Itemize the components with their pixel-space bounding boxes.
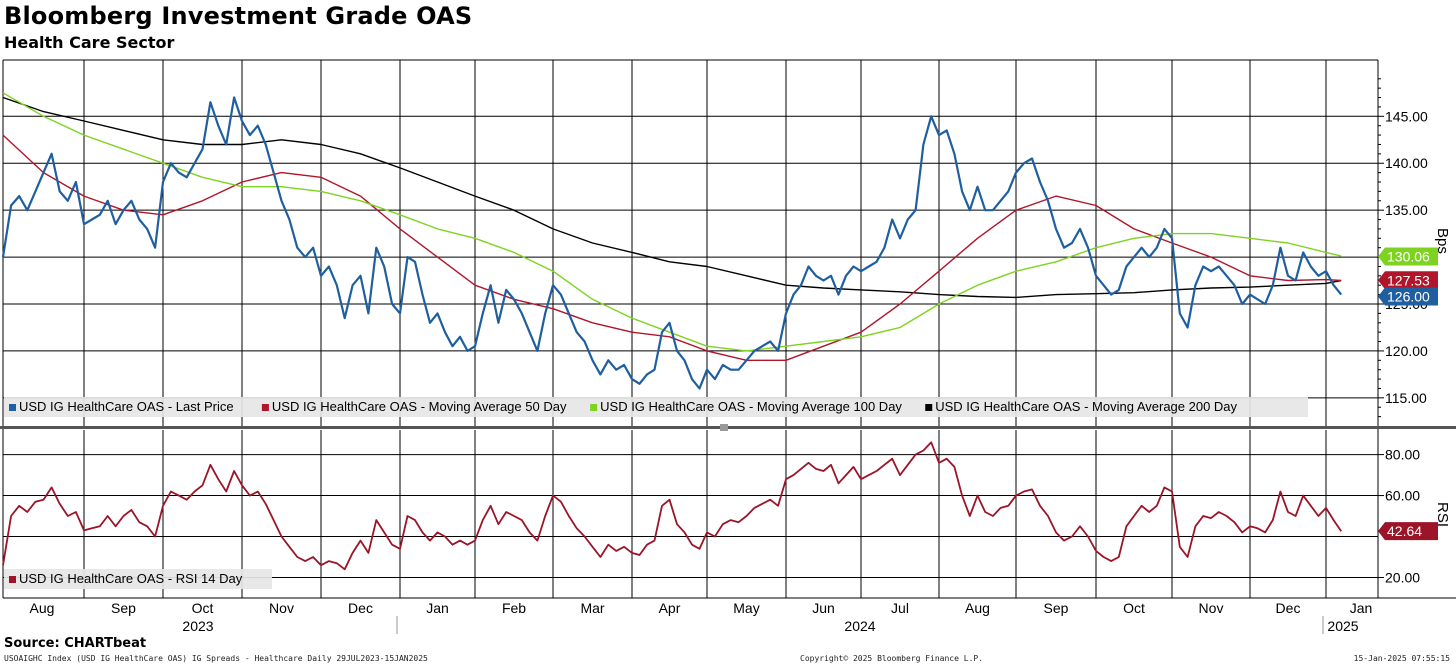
x-tick-label: Jul [891,600,909,616]
rsi-value-tag-label: 42.64 [1387,523,1422,539]
x-tick-label: Dec [348,600,373,616]
x-tick-label: Oct [1123,600,1145,616]
x-tick-label: Sep [111,600,136,616]
rsi-y-axis-label: RSI [1434,502,1451,527]
x-tick-label: Jan [426,600,449,616]
rsi-legend-entry: USD IG HealthCare OAS - RSI 14 Day [19,571,243,586]
footer-timestamp: 15-Jan-2025 07:55:15 [1353,654,1450,663]
ma100-value-tag [1378,247,1438,266]
ma100-value-tag-label: 130.06 [1387,249,1430,265]
chart-area: 145.00140.00135.00130.00125.00120.00115.… [0,59,1456,634]
series-line-ma100 [2,92,1342,352]
footer-description: USOAIGHC Index (USD IG HealthCare OAS) I… [4,654,428,663]
x-tick-label: Aug [965,600,990,616]
rsi-y-tick-label: 60.00 [1385,488,1420,504]
last-price-value-tag [1378,287,1438,306]
main-y-tick-label: 145.00 [1385,108,1428,124]
chart-title: Bloomberg Investment Grade OAS [4,2,473,30]
main-legend-swatch [590,404,598,411]
main-y-tick-label: 140.00 [1385,155,1428,171]
ma50-value-tag [1378,271,1438,290]
x-tick-label: Nov [1199,600,1224,616]
year-label: 2023 [182,618,213,634]
main-legend-entry: USD IG HealthCare OAS - Moving Average 5… [272,399,567,414]
main-legend-swatch [261,404,269,411]
main-y-tick-label: 120.00 [1385,343,1428,359]
x-tick-label: Jun [812,600,835,616]
main-legend-swatch [925,404,933,411]
main-legend-background [4,397,1308,417]
x-tick-label: Feb [502,600,526,616]
x-tick-label: Jan [1350,600,1373,616]
rsi-value-tag [1378,522,1438,541]
rsi-y-tick-label: 20.00 [1385,570,1420,586]
x-tick-label: May [733,600,759,616]
source-note: Source: CHARTbeat [4,636,147,651]
series-line-ma200 [2,96,1342,299]
main-legend-entry: USD IG HealthCare OAS - Moving Average 2… [935,399,1237,414]
main-legend-swatch [9,404,16,411]
series-line-last_price [1,96,1343,390]
main-y-axis-label: Bps [1434,228,1451,254]
rsi-y-tick-label: 80.00 [1385,447,1420,463]
last-price-value-tag-label: 126.00 [1387,288,1430,304]
main-legend-entry: USD IG HealthCare OAS - Last Price [19,399,234,414]
x-tick-label: Aug [30,600,55,616]
x-tick-label: Mar [580,600,604,616]
rsi-legend-swatch [9,576,16,583]
main-y-tick-label: 115.00 [1385,390,1427,406]
x-tick-label: Apr [659,600,681,616]
rsi-legend-background [4,569,272,589]
x-tick-label: Oct [192,600,214,616]
x-tick-label: Dec [1276,600,1301,616]
x-tick-label: Sep [1044,600,1069,616]
year-label: 2024 [844,618,875,634]
year-label: 2025 [1327,618,1358,634]
series-line-rsi [2,441,1342,571]
chart-subtitle: Health Care Sector [4,33,175,52]
main-legend-entry: USD IG HealthCare OAS - Moving Average 1… [600,399,902,414]
footer-copyright: Copyright© 2025 Bloomberg Finance L.P. [800,654,984,663]
panel-resize-handle [720,424,728,431]
x-tick-label: Nov [269,600,294,616]
ma50-value-tag-label: 127.53 [1387,272,1430,288]
main-y-tick-label: 135.00 [1385,202,1428,218]
